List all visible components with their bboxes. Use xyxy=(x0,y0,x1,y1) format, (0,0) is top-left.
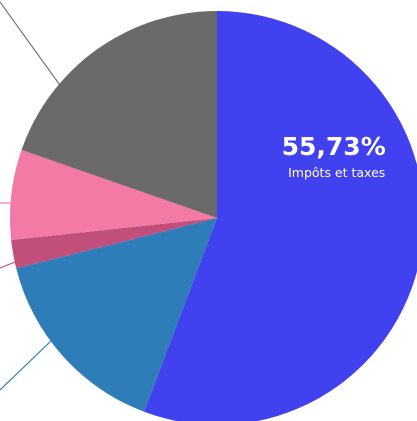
slices xyxy=(10,10,417,421)
labels: 55,73% Impôts et taxes xyxy=(282,132,386,180)
pie-slice xyxy=(144,11,417,421)
value-label: 55,73% xyxy=(282,132,386,161)
pie-slice xyxy=(10,149,218,240)
leader-line xyxy=(0,339,53,391)
pie-slice xyxy=(11,218,218,269)
leader-lines xyxy=(0,1,63,391)
leader-line xyxy=(0,261,16,269)
leader-line xyxy=(0,1,63,89)
pie-slice xyxy=(21,10,218,218)
category-label: Impôts et taxes xyxy=(288,165,385,180)
pie-slice xyxy=(16,218,217,412)
